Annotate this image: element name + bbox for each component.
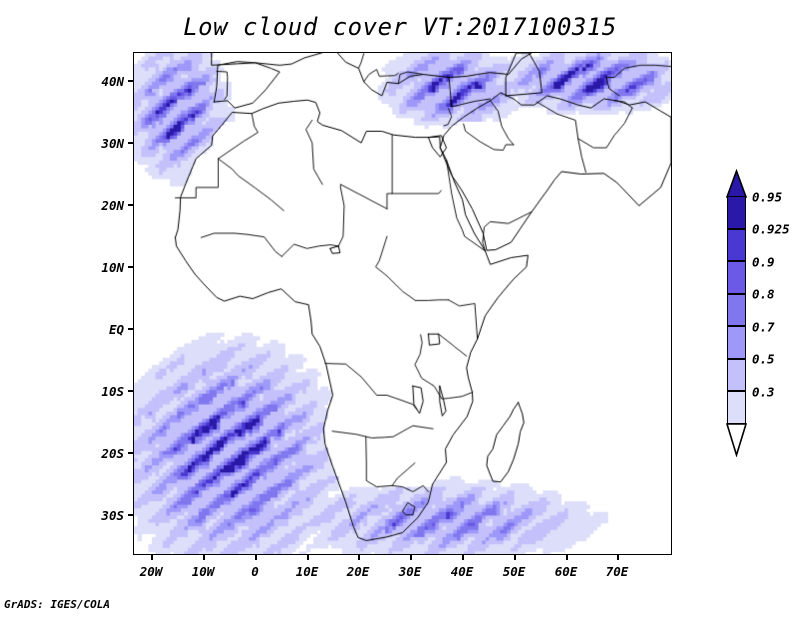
x-axis-label-20e: 20E: [346, 564, 370, 579]
y-tick-2: [128, 204, 133, 206]
x-axis-label-0: 0: [251, 564, 259, 579]
colorbar-band-2: [727, 261, 746, 294]
y-tick-7: [128, 514, 133, 516]
y-axis-label-30s: 30S: [101, 508, 124, 523]
colorbar: [727, 196, 746, 424]
cloud-cover-heatmap-canvas: [134, 53, 671, 554]
y-tick-6: [128, 452, 133, 454]
x-tick-6: [462, 555, 464, 560]
x-tick-4: [358, 555, 360, 560]
colorbar-label-6: 0.3: [752, 384, 775, 400]
y-axis-label-40n: 40N: [101, 74, 124, 89]
x-axis-label-40e: 40E: [450, 564, 474, 579]
y-tick-3: [128, 266, 133, 268]
colorbar-under-arrow: [718, 421, 755, 458]
colorbar-band-1: [727, 228, 746, 262]
colorbar-label-4: 0.7: [752, 319, 775, 335]
y-tick-1: [128, 142, 133, 144]
footer-credit: GrADS: IGES/COLA: [4, 598, 110, 611]
colorbar-label-2: 0.9: [752, 254, 775, 270]
x-axis-label-10w: 10W: [191, 564, 215, 579]
page-title: Low cloud cover VT:2017100315: [183, 13, 617, 41]
colorbar-band-3: [727, 293, 746, 327]
colorbar-band-5: [727, 358, 746, 392]
x-axis-label-70e: 70E: [605, 564, 629, 579]
x-tick-3: [307, 555, 309, 560]
colorbar-label-5: 0.5: [752, 351, 775, 367]
y-axis-label-10n: 10N: [101, 260, 124, 275]
y-axis-label-30n: 30N: [101, 136, 124, 151]
x-axis-label-10e: 10E: [295, 564, 319, 579]
map-plot-area: [133, 52, 672, 555]
x-axis-label-60e: 60E: [554, 564, 578, 579]
colorbar-label-3: 0.8: [752, 286, 775, 302]
x-tick-1: [203, 555, 205, 560]
y-axis-label-eq: EQ: [108, 322, 124, 337]
colorbar-band-4: [727, 326, 746, 359]
x-axis-label-30e: 30E: [398, 564, 422, 579]
y-axis-label-20n: 20N: [101, 198, 124, 213]
y-tick-4: [128, 328, 133, 330]
colorbar-label-1: 0.925: [752, 221, 790, 237]
y-axis-label-10s: 10S: [101, 384, 124, 399]
x-tick-8: [566, 555, 568, 560]
x-tick-9: [617, 555, 619, 560]
y-axis-label-20s: 20S: [101, 446, 124, 461]
x-tick-5: [410, 555, 412, 560]
x-axis-label-50e: 50E: [502, 564, 526, 579]
colorbar-label-0: 0.95: [752, 189, 783, 205]
x-tick-2: [255, 555, 257, 560]
x-tick-7: [514, 555, 516, 560]
colorbar-band-0: [727, 196, 746, 229]
x-tick-0: [151, 555, 153, 560]
y-tick-5: [128, 390, 133, 392]
colorbar-band-6: [727, 391, 746, 424]
x-axis-label-20w: 20W: [139, 564, 163, 579]
y-tick-0: [128, 80, 133, 82]
